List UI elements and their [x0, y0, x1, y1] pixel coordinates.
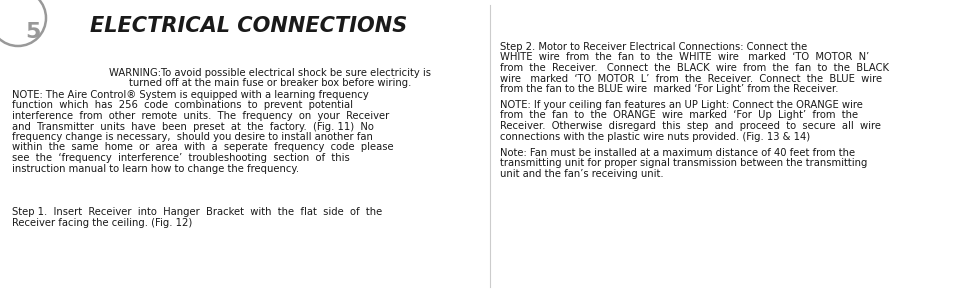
- Text: unit and the fan’s receiving unit.: unit and the fan’s receiving unit.: [499, 169, 663, 179]
- Text: ELECTRICAL CONNECTIONS: ELECTRICAL CONNECTIONS: [90, 16, 407, 36]
- Text: 5: 5: [25, 22, 40, 42]
- Text: Step 1.  Insert  Receiver  into  Hanger  Bracket  with  the  flat  side  of  the: Step 1. Insert Receiver into Hanger Brac…: [12, 207, 382, 217]
- Text: NOTE: If your ceiling fan features an UP Light: Connect the ORANGE wire: NOTE: If your ceiling fan features an UP…: [499, 100, 862, 110]
- Text: function  which  has  256  code  combinations  to  prevent  potential: function which has 256 code combinations…: [12, 100, 353, 110]
- Text: connections with the plastic wire nuts provided. (Fig. 13 & 14): connections with the plastic wire nuts p…: [499, 131, 809, 142]
- Text: see  the  ‘frequency  interference’  troubleshooting  section  of  this: see the ‘frequency interference’ trouble…: [12, 153, 350, 163]
- Text: turned off at the main fuse or breaker box before wiring.: turned off at the main fuse or breaker b…: [129, 79, 411, 88]
- Text: NOTE: The Aire Control® System is equipped with a learning frequency: NOTE: The Aire Control® System is equipp…: [12, 90, 369, 100]
- Text: interference  from  other  remote  units.  The  frequency  on  your  Receiver: interference from other remote units. Th…: [12, 111, 389, 121]
- Text: WARNING:To avoid possible electrical shock be sure electricity is: WARNING:To avoid possible electrical sho…: [109, 68, 431, 78]
- Text: Note: Fan must be installed at a maximum distance of 40 feet from the: Note: Fan must be installed at a maximum…: [499, 148, 854, 158]
- Text: within  the  same  home  or  area  with  a  seperate  frequency  code  please: within the same home or area with a sepe…: [12, 142, 394, 152]
- Text: frequency change is necessary,  should you desire to install another fan: frequency change is necessary, should yo…: [12, 132, 373, 142]
- Text: transmitting unit for proper signal transmission between the transmitting: transmitting unit for proper signal tran…: [499, 159, 866, 168]
- Text: from  the  fan  to  the  ORANGE  wire  marked  ‘For  Up  Light’  from  the: from the fan to the ORANGE wire marked ‘…: [499, 110, 858, 121]
- Text: from  the  Receiver.   Connect  the  BLACK  wire  from  the  fan  to  the  BLACK: from the Receiver. Connect the BLACK wir…: [499, 63, 888, 73]
- Text: from the fan to the BLUE wire  marked ‘For Light’ from the Receiver.: from the fan to the BLUE wire marked ‘Fo…: [499, 84, 838, 94]
- Text: Receiver.  Otherwise  disregard  this  step  and  proceed  to  secure  all  wire: Receiver. Otherwise disregard this step …: [499, 121, 880, 131]
- Text: and  Transmitter  units  have  been  preset  at  the  factory.  (Fig. 11)  No: and Transmitter units have been preset a…: [12, 121, 374, 131]
- Text: instruction manual to learn how to change the frequency.: instruction manual to learn how to chang…: [12, 164, 299, 173]
- Text: Receiver facing the ceiling. (Fig. 12): Receiver facing the ceiling. (Fig. 12): [12, 218, 193, 227]
- Text: wire   marked  ‘TO  MOTOR  L’  from  the  Receiver.  Connect  the  BLUE  wire: wire marked ‘TO MOTOR L’ from the Receiv…: [499, 74, 882, 84]
- Text: Step 2. Motor to Receiver Electrical Connections: Connect the: Step 2. Motor to Receiver Electrical Con…: [499, 42, 806, 52]
- Text: WHITE  wire  from  the  fan  to  the  WHITE  wire   marked  ‘TO  MOTOR  N’: WHITE wire from the fan to the WHITE wir…: [499, 53, 868, 62]
